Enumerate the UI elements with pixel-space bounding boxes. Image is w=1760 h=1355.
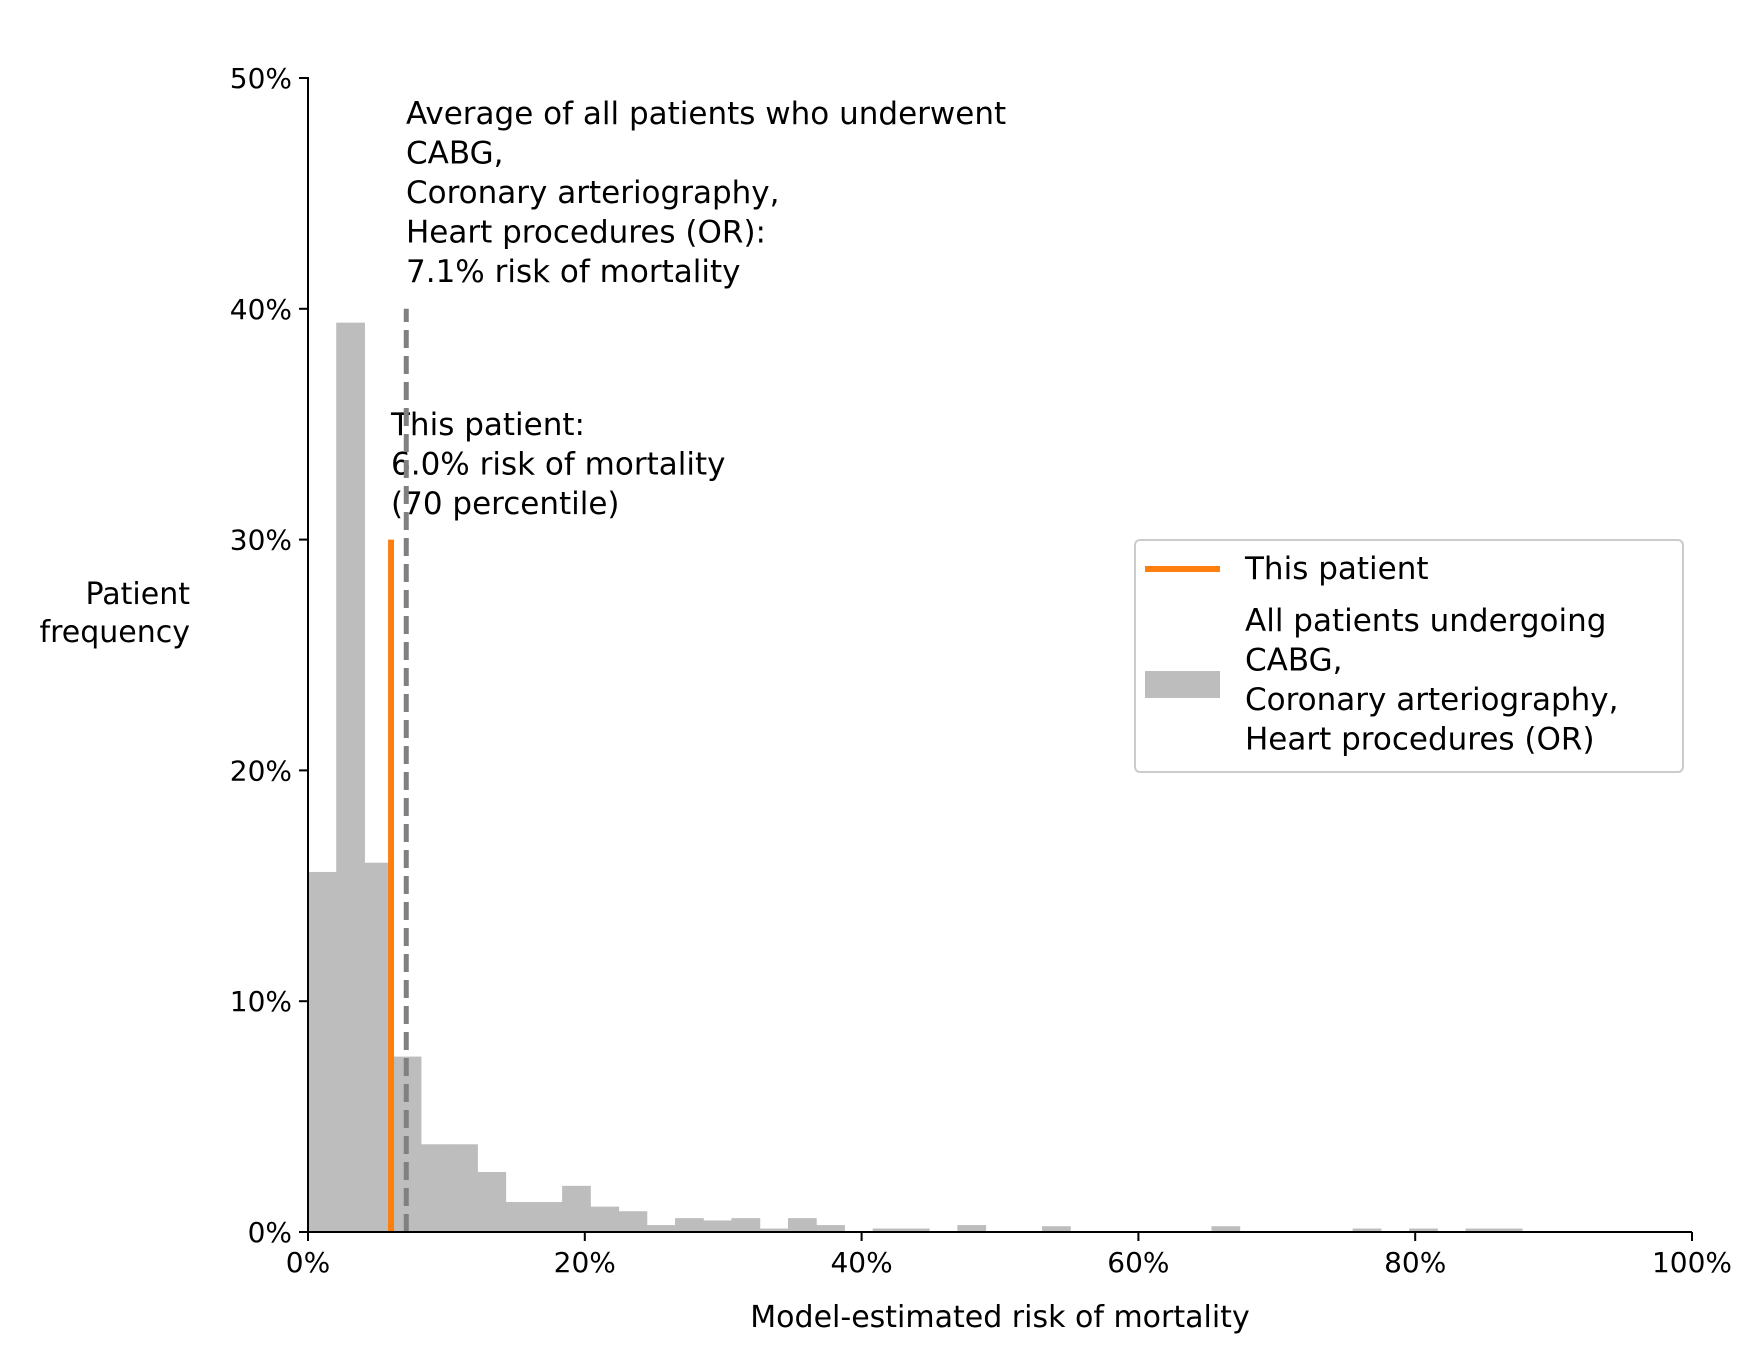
x-tick-label: 0%	[286, 1246, 330, 1279]
average-annotation-box	[392, 90, 1098, 304]
patient-annotation: This patient: 6.0% risk of mortality(70 p…	[384, 400, 780, 540]
x-axis-label: Model-estimated risk of mortality	[750, 1300, 1249, 1335]
y-tick-label: 10%	[230, 985, 292, 1018]
patient-annotation-line: (70 percentile)	[391, 486, 620, 522]
x-tick-label: 20%	[554, 1246, 616, 1279]
x-tick-label: 60%	[1107, 1246, 1169, 1279]
legend-label-line: All patients undergoing	[1245, 603, 1606, 639]
y-tick-label: 30%	[230, 524, 292, 557]
histogram-bar	[618, 1211, 648, 1232]
average-annotation: Average of all patients who underwent CAB…	[392, 90, 1098, 304]
histogram-bar	[1493, 1228, 1523, 1232]
histogram-bar	[1352, 1228, 1382, 1232]
average-annotation-line: Heart procedures (OR):	[406, 215, 766, 251]
legend-label-line: Heart procedures (OR)	[1245, 722, 1595, 758]
legend: This patient All patients undergoing CABG,…	[1134, 539, 1684, 773]
average-annotation-line: 7.1% risk of mortality	[406, 254, 740, 290]
legend-label-line: This patient	[1244, 551, 1429, 587]
histogram-bar	[816, 1225, 845, 1232]
histogram-bar	[1211, 1226, 1241, 1232]
average-annotation-line: Average of all patients who underwent	[406, 96, 1006, 132]
histogram-bar	[1465, 1228, 1495, 1232]
histogram-bar	[731, 1218, 761, 1232]
histogram-bar	[336, 322, 365, 1232]
legend-frame	[1134, 539, 1684, 773]
histogram-bar	[590, 1206, 620, 1232]
histogram-bar	[759, 1228, 789, 1232]
histogram-bar	[505, 1201, 535, 1232]
y-tick-label: 20%	[230, 754, 292, 787]
patient-annotation-line: This patient:	[390, 407, 585, 443]
legend-patch-swatch	[1145, 671, 1220, 698]
histogram-bar	[449, 1144, 478, 1232]
average-annotation-line: CABG,	[406, 136, 503, 172]
histogram-bar	[477, 1171, 507, 1232]
average-annotation-line: Coronary arteriography,	[406, 175, 779, 211]
histogram-bar	[1042, 1226, 1071, 1232]
histogram-bar	[562, 1185, 591, 1232]
histogram-bar	[420, 1144, 450, 1232]
y-tick-label: 0%	[248, 1216, 292, 1249]
histogram-bar	[675, 1218, 704, 1232]
histogram-bar	[872, 1228, 902, 1232]
histogram-bar	[1409, 1228, 1438, 1232]
legend-label-line: Coronary arteriography,	[1245, 682, 1618, 718]
x-tick-label: 80%	[1384, 1246, 1446, 1279]
legend-label-line: CABG,	[1245, 643, 1342, 679]
axes: 0% 10% 20% 30% 40% 50% 0% 20% 40% 60% 80% 100% Model…	[40, 62, 1733, 1335]
y-tick-label: 40%	[230, 293, 292, 326]
histogram-bar	[787, 1218, 817, 1232]
x-tick-label: 100%	[1652, 1246, 1732, 1279]
patient-annotation-box	[384, 400, 780, 540]
histogram-bar	[703, 1220, 733, 1232]
reference-lines	[388, 308, 409, 1232]
y-axis-label-line: frequency	[40, 615, 190, 650]
x-tick-label: 40%	[830, 1246, 892, 1279]
histogram-bar	[308, 871, 337, 1232]
histogram-bar	[533, 1201, 563, 1232]
histogram-bar	[900, 1228, 930, 1232]
histogram-bar	[646, 1225, 676, 1232]
y-axis-label-line: Patient	[86, 577, 191, 612]
y-tick-label: 50%	[230, 62, 292, 95]
patient-annotation-line: 6.0% risk of mortality	[391, 447, 725, 483]
histogram-bar	[957, 1225, 987, 1232]
